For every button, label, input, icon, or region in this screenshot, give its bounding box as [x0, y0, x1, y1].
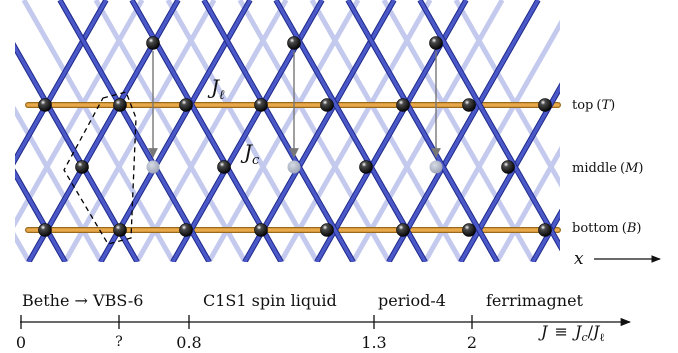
phase-period4: period-4: [378, 291, 446, 310]
diagonal-bond: [459, 84, 560, 262]
bottom-row-site: [113, 223, 127, 237]
faded-diagonal-bond: [237, 0, 392, 262]
faded-diagonal-bond: [206, 0, 361, 262]
top-row-site: [396, 98, 410, 112]
ghost-site: [429, 160, 443, 174]
top-row-site: [320, 98, 334, 112]
diagonal-bond: [387, 0, 540, 262]
top-row-site: [538, 98, 552, 112]
ghost-site: [146, 160, 160, 174]
top-row-site: [254, 98, 268, 112]
diagonal-bond: [15, 170, 67, 262]
middle-row-site: [359, 160, 373, 174]
row-label-bottom: bottom (B): [572, 221, 641, 236]
tick-label-2: 2: [467, 333, 477, 352]
bottom-row-site: [396, 223, 410, 237]
displacement-arrows: [148, 51, 441, 158]
unit-cell-box: [63, 91, 137, 245]
bottom-row-site: [179, 223, 193, 237]
middle-row-site: [75, 160, 89, 174]
diagonal-bond: [15, 44, 139, 262]
diagonal-bond: [15, 0, 108, 164]
middle-row-site: [501, 160, 515, 174]
faded-diagonal-bond: [93, 0, 248, 262]
phase-bethe-vbs6: Bethe → VBS-6: [22, 291, 143, 310]
rung-coupling-label: Jc: [240, 140, 260, 168]
x-axis-label: x: [574, 249, 584, 269]
diagonal-bond: [531, 210, 560, 262]
phase-c1s1-spin-liquid: C1S1 spin liquid: [203, 291, 337, 310]
faded-bonds: [15, 0, 560, 262]
bottom-row-site: [462, 223, 476, 237]
row-label-top: top (T): [572, 98, 615, 113]
diagonal-bond: [243, 0, 396, 262]
ghost-site: [287, 160, 301, 174]
middle-row-site: [217, 160, 231, 174]
faded-diagonal-bond: [422, 19, 560, 262]
faded-diagonal-bond: [15, 0, 145, 229]
top-row-site: [179, 98, 193, 112]
top-row-site: [113, 98, 127, 112]
faded-diagonal-bond: [309, 0, 464, 262]
lattice-sites: [38, 36, 552, 237]
diagonal-bond: [99, 0, 252, 262]
tick-label-0: 0: [16, 333, 26, 352]
diagonal-bond: [418, 0, 560, 250]
faded-diagonal-bond: [62, 0, 217, 262]
top-row-site: [462, 98, 476, 112]
diagonal-bond: [274, 0, 427, 262]
faded-diagonal-bond: [165, 0, 320, 262]
faded-diagonal-bond: [278, 0, 433, 262]
faded-diagonal-bond: [381, 0, 536, 262]
tick-label-0-8: 0.8: [176, 333, 201, 352]
top-row-site: [38, 98, 52, 112]
faded-diagonal-bond: [494, 146, 560, 262]
faded-diagonal-bond: [21, 0, 176, 262]
bottom-row-site: [320, 223, 334, 237]
bottom-row-site: [38, 223, 52, 237]
diagonal-bond: [58, 0, 211, 262]
tick-label-1-3: 1.3: [361, 333, 386, 352]
diagonal-bond: [346, 0, 499, 262]
diagonal-bond: [202, 0, 355, 262]
bottom-row-site: [254, 223, 268, 237]
faded-diagonal-bond: [453, 0, 560, 188]
coupling-ratio-label: J ≡ Jc/Jℓ: [538, 322, 605, 344]
leg-coupling-label: Jℓ: [207, 75, 225, 103]
apex-site: [429, 36, 443, 50]
faded-diagonal-bond: [350, 0, 505, 262]
bottom-row-site: [538, 223, 552, 237]
tick-label-unknown: ?: [115, 334, 123, 350]
apex-site: [287, 36, 301, 50]
row-label-middle: middle (M): [572, 161, 643, 176]
faded-diagonal-bond: [134, 0, 289, 262]
faded-diagonal-bond: [15, 105, 104, 262]
phase-ferrimagnet: ferrimagnet: [486, 291, 584, 310]
apex-site: [146, 36, 160, 50]
diagonal-bonds: [15, 0, 560, 262]
